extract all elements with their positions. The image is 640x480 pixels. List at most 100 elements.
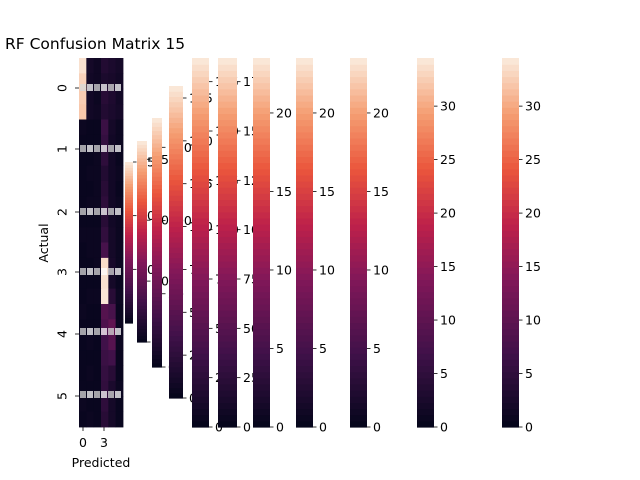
colorbar-segment <box>350 107 367 114</box>
x-axis-label: Predicted <box>72 455 131 470</box>
overlapping-annotation <box>94 391 100 398</box>
colorbar-segment <box>125 164 133 168</box>
colorbar-segment <box>350 347 367 354</box>
colorbar-segment <box>152 138 162 144</box>
colorbar-segment <box>152 246 162 252</box>
heatmap-cell <box>101 350 109 366</box>
colorbar-segment <box>417 187 434 194</box>
colorbar-segment <box>417 156 434 164</box>
colorbar-segment <box>296 365 313 373</box>
colorbar-segment <box>417 304 434 311</box>
colorbar-segment <box>417 297 434 305</box>
colorbar-segment <box>350 58 367 65</box>
colorbar-segment <box>296 101 313 108</box>
colorbar-tick-label: 10 <box>319 262 335 277</box>
colorbar-segment <box>137 141 147 145</box>
overlapping-annotation <box>108 145 114 152</box>
heatmap-cell <box>101 58 109 74</box>
colorbar-segment <box>137 244 147 249</box>
colorbar-segment <box>296 291 313 299</box>
heatmap-cell <box>93 380 102 397</box>
colorbar-segment <box>218 193 237 201</box>
colorbar-segment <box>296 181 313 188</box>
colorbar-segment <box>417 150 434 157</box>
colorbar-segment <box>218 156 237 164</box>
colorbar-tick-label: 30 <box>525 99 541 114</box>
colorbar-segment <box>169 216 183 222</box>
colorbar-segment <box>253 76 270 84</box>
colorbar-segment <box>192 150 209 157</box>
heatmap-cell <box>79 134 87 151</box>
colorbar-segment <box>169 309 183 316</box>
colorbar-segment <box>125 162 133 166</box>
colorbar-segment <box>218 353 237 360</box>
colorbar-segment <box>417 260 434 268</box>
colorbar-segment <box>192 414 209 422</box>
colorbar-segment <box>350 144 367 151</box>
colorbar-segment <box>152 333 162 339</box>
heatmap-cell <box>86 411 95 428</box>
colorbar-segment <box>417 88 434 96</box>
colorbar-segment <box>502 291 519 299</box>
colorbar-tick-label: 20 <box>440 206 456 221</box>
heatmap-cell <box>115 227 124 243</box>
colorbar-segment <box>218 107 237 114</box>
colorbar-segment <box>417 125 434 133</box>
colorbar-segment <box>253 377 270 385</box>
heatmap-cell <box>79 119 87 136</box>
colorbar-segment <box>125 245 133 249</box>
colorbar-segment <box>350 181 367 188</box>
colorbar-segment <box>125 207 133 211</box>
colorbar-segment <box>502 107 519 114</box>
colorbar-segment <box>192 420 209 428</box>
heatmap-cell <box>86 273 95 290</box>
colorbar-segment <box>152 205 162 210</box>
colorbar-segment <box>137 208 147 212</box>
colorbar-segment <box>218 248 237 256</box>
overlapping-annotation <box>115 84 121 91</box>
colorbar-segment <box>218 260 237 268</box>
y-axis-label: Actual <box>36 223 51 262</box>
colorbar-segment <box>350 230 367 237</box>
heatmap-cell <box>93 73 102 90</box>
colorbar-segment <box>152 234 162 239</box>
colorbar-segment <box>417 390 434 397</box>
colorbar-segment <box>152 142 162 148</box>
colorbar-segment <box>125 320 133 324</box>
colorbar-segment <box>296 340 313 348</box>
colorbar-segment <box>296 82 313 90</box>
colorbar-segment <box>137 164 147 169</box>
heatmap-cell <box>79 242 87 259</box>
colorbar-segment <box>502 168 519 176</box>
colorbar-segment <box>502 273 519 280</box>
heatmap-cell <box>108 150 117 167</box>
colorbar-segment <box>253 365 270 373</box>
colorbar-segment <box>152 362 162 368</box>
colorbar-segment <box>296 242 313 250</box>
overlapping-annotation <box>80 391 86 398</box>
colorbar-segment <box>125 212 133 217</box>
colorbar-segment <box>218 328 237 336</box>
colorbar-segment <box>169 169 183 175</box>
colorbar-segment <box>125 296 133 300</box>
heatmap-cell <box>108 196 117 213</box>
colorbar-tick-label: 15 <box>319 184 335 199</box>
colorbar-segment <box>137 271 147 276</box>
colorbar-segment <box>417 396 434 403</box>
colorbar-segment <box>125 167 133 171</box>
colorbar-segment <box>296 297 313 305</box>
colorbar-segment <box>350 168 367 176</box>
heatmap-cell <box>93 104 102 120</box>
overlapping-annotation <box>87 391 93 398</box>
colorbar-segment <box>417 205 434 213</box>
colorbar-segment <box>169 335 183 342</box>
colorbar-segment <box>169 346 183 352</box>
colorbar-segment <box>192 310 209 317</box>
colorbar-tick-label: 20 <box>373 105 389 120</box>
colorbar-segment <box>125 255 133 260</box>
colorbar-segment <box>192 322 209 330</box>
overlapping-annotation <box>115 391 121 398</box>
heatmap-cell <box>79 227 87 243</box>
colorbar-segment <box>152 130 162 136</box>
overlapping-annotation <box>87 268 93 275</box>
